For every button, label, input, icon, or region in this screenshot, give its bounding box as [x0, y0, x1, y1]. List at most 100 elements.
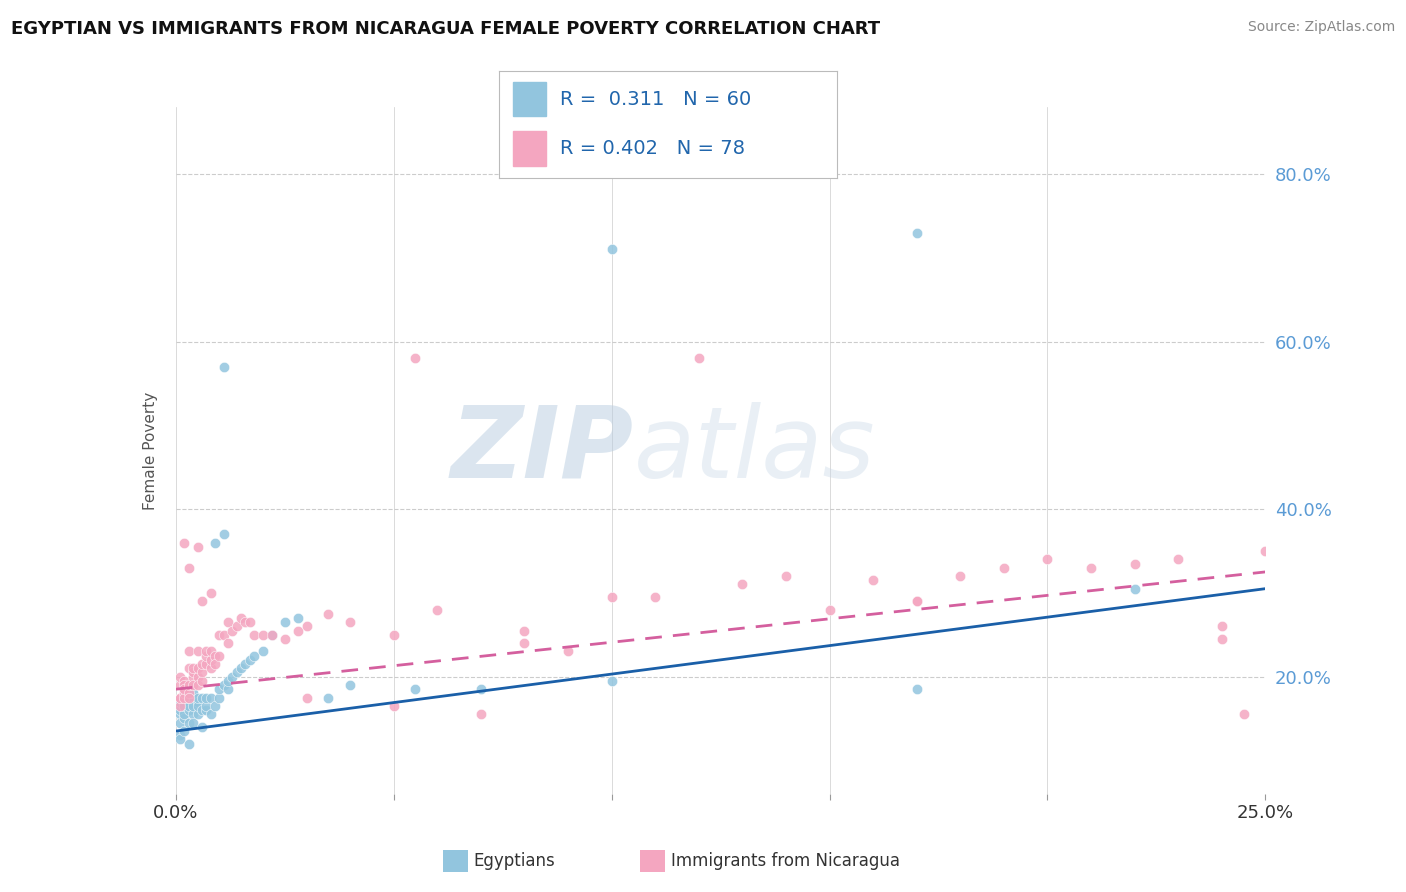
- Point: [339, 615, 361, 630]
- Point: [169, 690, 191, 705]
- Point: [173, 698, 195, 713]
- Point: [274, 632, 297, 646]
- Point: [169, 695, 191, 709]
- Point: [186, 695, 209, 709]
- Point: [243, 648, 266, 663]
- Point: [173, 711, 195, 725]
- Point: [186, 644, 209, 658]
- Point: [225, 665, 247, 680]
- Point: [274, 615, 297, 630]
- Point: [339, 678, 361, 692]
- Point: [204, 535, 226, 549]
- Point: [231, 661, 253, 675]
- Point: [426, 602, 449, 616]
- Point: [186, 690, 209, 705]
- Point: [287, 611, 309, 625]
- Point: [1254, 544, 1277, 558]
- Point: [513, 624, 536, 638]
- Point: [470, 707, 492, 722]
- Point: [217, 682, 239, 697]
- Point: [195, 657, 218, 671]
- Point: [191, 720, 214, 734]
- Text: atlas: atlas: [633, 402, 875, 499]
- Point: [243, 628, 266, 642]
- Point: [177, 690, 200, 705]
- Point: [949, 569, 972, 583]
- Point: [191, 673, 214, 688]
- Point: [181, 678, 204, 692]
- Point: [1167, 552, 1189, 566]
- Point: [382, 628, 405, 642]
- Point: [186, 670, 209, 684]
- Point: [204, 648, 226, 663]
- Point: [862, 574, 884, 588]
- Point: [173, 690, 195, 705]
- Point: [177, 715, 200, 730]
- Point: [186, 678, 209, 692]
- Text: EGYPTIAN VS IMMIGRANTS FROM NICARAGUA FEMALE POVERTY CORRELATION CHART: EGYPTIAN VS IMMIGRANTS FROM NICARAGUA FE…: [11, 20, 880, 37]
- Point: [1123, 582, 1146, 596]
- Point: [208, 682, 231, 697]
- Point: [1232, 707, 1256, 722]
- Point: [191, 703, 214, 717]
- Point: [181, 698, 204, 713]
- Point: [1211, 619, 1233, 633]
- Point: [200, 707, 222, 722]
- Point: [382, 698, 405, 713]
- Point: [905, 226, 928, 240]
- Point: [195, 648, 218, 663]
- Point: [204, 698, 226, 713]
- Point: [191, 665, 214, 680]
- Point: [295, 690, 318, 705]
- Text: Egyptians: Egyptians: [474, 852, 555, 871]
- Point: [212, 527, 235, 541]
- Point: [225, 619, 247, 633]
- Point: [173, 707, 195, 722]
- Y-axis label: Female Poverty: Female Poverty: [142, 392, 157, 509]
- Point: [252, 628, 274, 642]
- Point: [181, 707, 204, 722]
- Point: [208, 628, 231, 642]
- Point: [231, 611, 253, 625]
- Point: [191, 594, 214, 608]
- Point: [169, 715, 191, 730]
- Point: [173, 682, 195, 697]
- Point: [195, 644, 218, 658]
- Point: [221, 624, 243, 638]
- Point: [235, 657, 257, 671]
- Point: [177, 678, 200, 692]
- Point: [217, 615, 239, 630]
- Point: [557, 644, 579, 658]
- Text: R = 0.402   N = 78: R = 0.402 N = 78: [560, 139, 745, 158]
- Point: [173, 724, 195, 739]
- Point: [181, 661, 204, 675]
- Point: [181, 690, 204, 705]
- Point: [169, 670, 191, 684]
- Point: [195, 698, 218, 713]
- Point: [195, 703, 218, 717]
- Point: [177, 703, 200, 717]
- Point: [208, 690, 231, 705]
- Point: [217, 636, 239, 650]
- Point: [177, 690, 200, 705]
- Point: [405, 682, 427, 697]
- Point: [191, 657, 214, 671]
- Point: [252, 644, 274, 658]
- Point: [905, 594, 928, 608]
- Point: [181, 686, 204, 700]
- Point: [212, 628, 235, 642]
- Point: [470, 682, 492, 697]
- Point: [169, 728, 191, 742]
- Point: [818, 602, 841, 616]
- Point: [731, 577, 754, 591]
- Point: [177, 690, 200, 705]
- Point: [177, 737, 200, 751]
- Point: [195, 690, 218, 705]
- Point: [169, 707, 191, 722]
- Point: [217, 673, 239, 688]
- Point: [405, 351, 427, 366]
- Point: [235, 615, 257, 630]
- Point: [181, 665, 204, 680]
- Point: [200, 586, 222, 600]
- Point: [169, 703, 191, 717]
